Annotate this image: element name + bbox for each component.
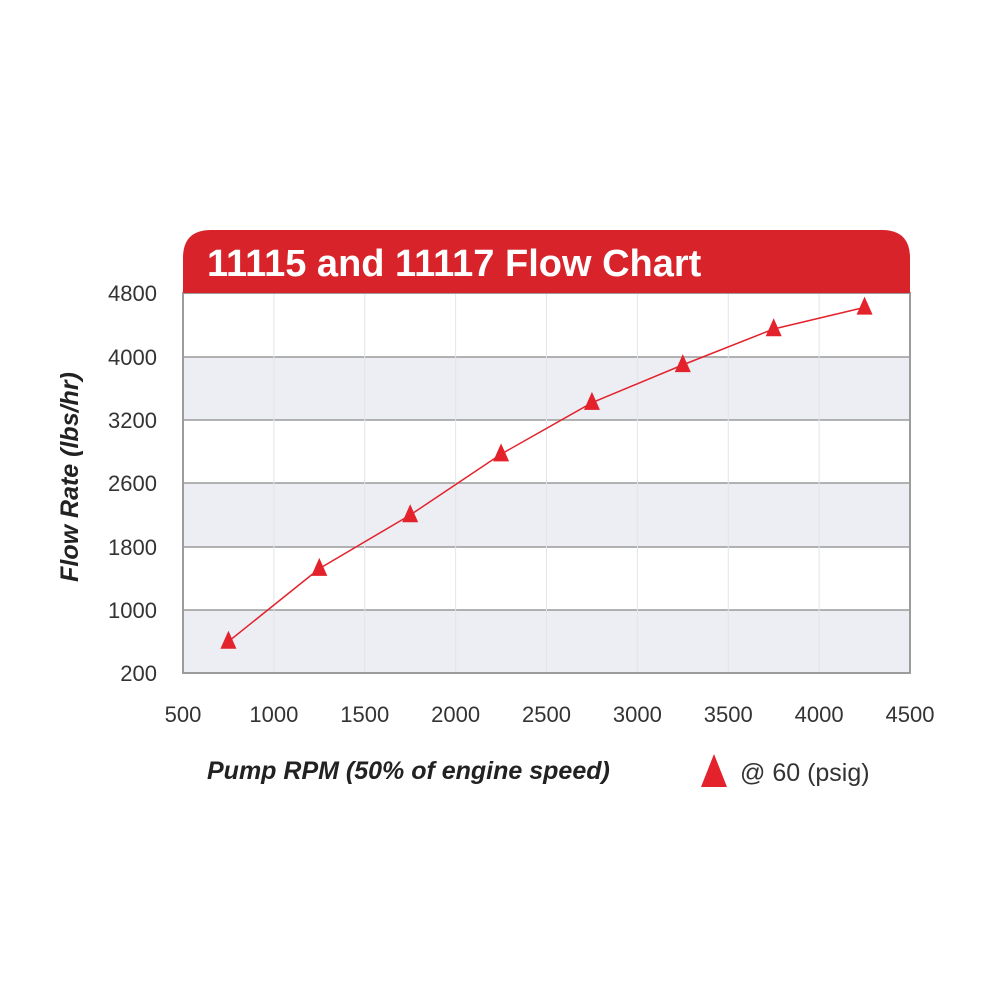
x-tick-label: 3500 <box>704 702 753 727</box>
data-point-triangle <box>765 318 782 337</box>
data-point-triangle <box>311 557 328 576</box>
data-point-triangle <box>220 630 237 649</box>
gridlines <box>183 293 910 673</box>
series-line <box>227 306 865 643</box>
x-tick-label: 2500 <box>522 702 571 727</box>
data-point-triangle <box>856 296 873 315</box>
y-tick-label: 200 <box>120 661 157 686</box>
series-markers <box>220 296 873 649</box>
y-tick-label: 2600 <box>108 471 157 496</box>
chart-header-bar <box>183 230 910 293</box>
x-axis-label: Pump RPM (50% of engine speed) <box>207 757 610 785</box>
x-tick-label: 2000 <box>431 702 480 727</box>
legend-label: @ 60 (psig) <box>740 759 870 787</box>
legend-triangle-icon <box>701 754 727 787</box>
x-tick-label: 500 <box>165 702 202 727</box>
y-tick-label: 1000 <box>108 598 157 623</box>
y-tick-labels: 200 1000 1800 2600 3200 4000 4800 <box>108 281 157 686</box>
y-tick-label: 3200 <box>108 408 157 433</box>
data-point-triangle <box>402 504 419 523</box>
chart-title: 11115 and 11117 Flow Chart <box>207 243 702 285</box>
x-tick-label: 4500 <box>886 702 935 727</box>
y-tick-label: 1800 <box>108 535 157 560</box>
x-tick-label: 3000 <box>613 702 662 727</box>
x-tick-label: 1000 <box>249 702 298 727</box>
data-point-triangle <box>674 354 691 373</box>
x-tick-label: 1500 <box>340 702 389 727</box>
x-tick-labels: 500 1000 1500 2000 2500 3000 3500 4000 4500 <box>165 702 935 727</box>
data-point-triangle <box>583 391 600 410</box>
y-axis-label: Flow Rate (lbs/hr) <box>56 372 84 582</box>
data-point-triangle <box>493 443 510 462</box>
y-tick-label: 4000 <box>108 345 157 370</box>
y-tick-label: 4800 <box>108 281 157 306</box>
x-tick-label: 4000 <box>795 702 844 727</box>
